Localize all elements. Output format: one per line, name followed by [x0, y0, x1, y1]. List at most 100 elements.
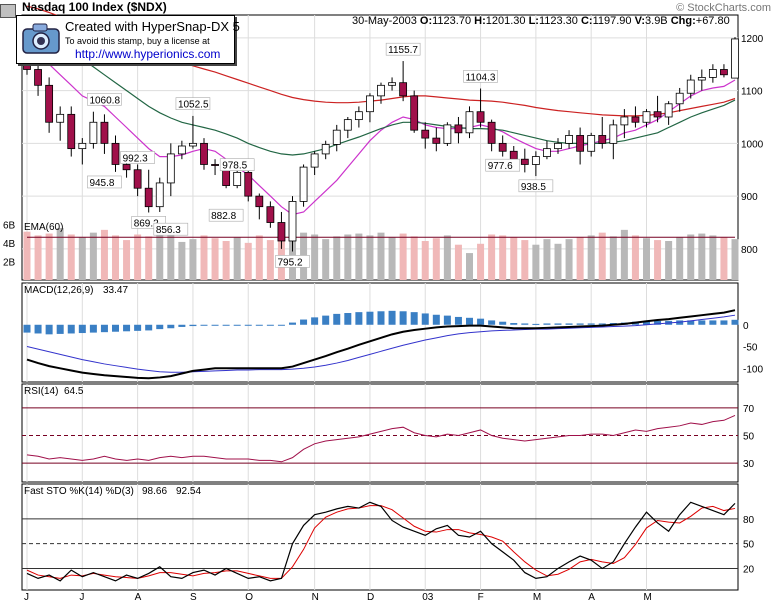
change-value: +67.80: [695, 15, 730, 27]
price-tick-label: 800: [741, 245, 758, 256]
sto-label: Fast STO %K(14) %D(3): [24, 486, 134, 497]
candle-body: [609, 124, 618, 144]
candle-body: [631, 116, 640, 123]
volume-bar: [78, 237, 86, 280]
macd-histogram-bar: [78, 324, 86, 334]
candle-body: [34, 69, 42, 86]
candle-body: [277, 222, 286, 242]
macd-histogram-bar: [167, 324, 175, 329]
volume-bar: [377, 232, 385, 280]
volume-bar: [477, 243, 485, 280]
candle-body: [653, 111, 662, 118]
stamp-link[interactable]: http://www.hyperionics.com: [75, 47, 221, 61]
macd-histogram-bar: [222, 324, 230, 326]
price-annotation-box: [463, 70, 498, 83]
rsi-panel: [21, 383, 739, 483]
macd-histogram-bar: [687, 320, 695, 325]
candle-body: [78, 142, 87, 150]
macd-histogram-bar: [23, 324, 31, 333]
macd-histogram-bar: [432, 314, 440, 325]
macd-histogram-bar: [45, 324, 53, 335]
volume-bar: [355, 233, 363, 280]
volume-bar: [665, 241, 673, 280]
macd-line: [26, 309, 736, 380]
open-value: 1123.70: [432, 15, 472, 27]
rsi-tick-label: 50: [743, 432, 755, 443]
window-menu-button[interactable]: [0, 4, 16, 18]
candle-body: [642, 111, 651, 123]
volume-bar: [366, 235, 374, 280]
volume-bar: [333, 236, 341, 280]
price-tick-label: 1200: [741, 34, 764, 45]
volume-bar: [266, 240, 274, 280]
candle-body: [155, 182, 164, 208]
macd-histogram-bar: [300, 319, 308, 325]
price-annotation-box: [518, 179, 554, 193]
x-tick-label: F: [478, 592, 484, 603]
price-annotation-box: [87, 175, 122, 189]
candle-body: [354, 111, 363, 121]
volume-bar: [112, 235, 119, 280]
price-annotation-box: [275, 255, 310, 268]
volume-bar: [654, 240, 662, 280]
price-annotation: 945.8: [89, 178, 114, 189]
candle-body: [465, 111, 474, 134]
x-tick-label: J: [24, 592, 29, 603]
candle-body: [421, 129, 430, 139]
rsi-tick-label: 70: [743, 404, 755, 415]
candle-body: [299, 166, 308, 202]
candle-body: [708, 69, 717, 78]
x-tick-label: D: [367, 592, 374, 603]
low-value: 1123.30: [538, 15, 578, 27]
candle-body: [454, 124, 463, 134]
rsi-label: RSI(14): [24, 386, 58, 397]
candle-body: [399, 82, 408, 97]
volume-tick-label: 6B: [3, 220, 16, 231]
x-tick-label: N: [312, 592, 319, 603]
price-annotation: 795.2: [278, 257, 303, 268]
candle-body: [587, 135, 596, 152]
volume-bar: [145, 236, 153, 280]
macd-histogram-bar: [698, 320, 706, 325]
price-annotation-box: [485, 158, 520, 172]
macd-histogram-bar: [277, 324, 285, 326]
macd-histogram-bar: [344, 313, 352, 325]
candle-body: [321, 144, 330, 155]
x-tick-label: 03: [422, 592, 434, 603]
close-label: C:: [580, 15, 593, 27]
macd-histogram-bar: [565, 323, 573, 325]
macd-histogram-bar: [643, 321, 650, 325]
volume-bar: [554, 243, 562, 280]
volume-bar: [255, 235, 263, 280]
volume-bar: [56, 228, 64, 280]
macd-histogram-bar: [289, 322, 296, 325]
volume-bar: [432, 238, 440, 280]
volume-bar: [45, 233, 53, 280]
volume-bar: [643, 238, 650, 280]
volume-bar: [609, 236, 617, 280]
volume-bar: [89, 232, 97, 280]
macd-histogram-bar: [112, 324, 119, 332]
candle-body: [310, 153, 319, 168]
macd-histogram-bar: [477, 318, 485, 325]
candle-body: [67, 113, 76, 150]
volume-value: 3.9B: [645, 15, 668, 27]
macd-histogram-bar: [178, 324, 186, 327]
macd-histogram-bar: [67, 324, 75, 334]
price-annotation: 938.5: [521, 182, 546, 193]
volume-tick-label: 4B: [3, 239, 16, 250]
volume-bar: [421, 241, 429, 280]
x-tick-label: M: [533, 592, 541, 603]
macd-histogram-bar: [189, 324, 197, 327]
volume-bar: [521, 240, 529, 280]
volume-bar: [488, 234, 496, 280]
macd-signal-line: [26, 314, 736, 373]
macd-histogram-bar: [388, 310, 396, 325]
macd-histogram-bar: [576, 323, 584, 325]
price-annotation: 992.3: [123, 153, 148, 164]
price-annotation-box: [87, 92, 122, 106]
candle-body: [620, 116, 629, 126]
sto-tick-label: 50: [743, 540, 755, 551]
price-annotation: 1155.7: [388, 45, 418, 56]
